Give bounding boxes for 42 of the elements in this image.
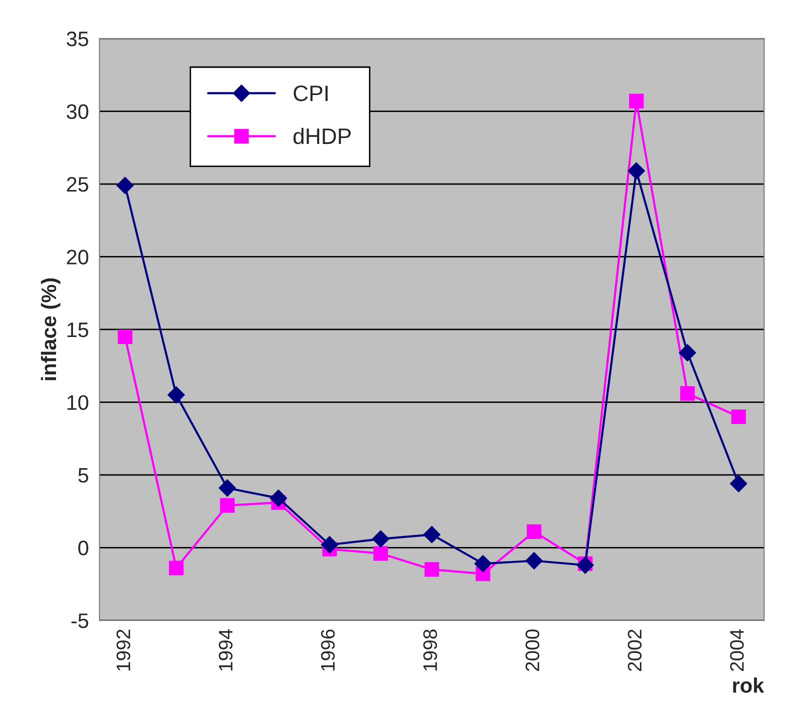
y-tick-label: 25 (66, 177, 88, 192)
point (168, 386, 185, 404)
point (628, 162, 645, 180)
x-tick-label: 2002 (628, 630, 642, 671)
point (629, 94, 644, 108)
y-tick-label: 5 (78, 468, 88, 483)
x-tick-label: 2000 (526, 629, 540, 671)
legend-label: CPI (294, 85, 328, 102)
point (270, 490, 287, 507)
x-axis-title: rok (733, 678, 764, 693)
point (680, 386, 695, 401)
point (321, 536, 338, 554)
y-tick-label: 35 (66, 32, 88, 46)
point (576, 556, 594, 574)
point (526, 552, 543, 570)
point (424, 562, 440, 577)
x-tick-label: 1992 (116, 630, 130, 670)
point (372, 530, 390, 548)
point (218, 479, 236, 497)
point (678, 344, 696, 362)
point (220, 498, 235, 513)
y-tick-label: 30 (66, 104, 88, 120)
point (373, 546, 388, 561)
y-tick-label: 15 (68, 322, 88, 338)
x-tick-label: 1996 (321, 630, 335, 670)
point (118, 329, 132, 344)
y-tick-label: 20 (66, 250, 88, 264)
x-tick-label: 1994 (218, 629, 233, 670)
point (423, 526, 440, 544)
y-tick-label: -5 (71, 614, 88, 628)
x-tick-label: 1998 (423, 630, 438, 670)
point (730, 475, 748, 492)
point (474, 555, 492, 572)
point (526, 524, 542, 539)
point (731, 409, 746, 424)
point (168, 560, 184, 576)
y-tick-label: 10 (68, 395, 88, 410)
y-axis-title: inflace (%) (40, 278, 60, 380)
legend-label: dHDP (294, 128, 351, 144)
x-tick-label: 2004 (730, 629, 744, 671)
y-tick-label: 0 (78, 540, 88, 556)
point (116, 176, 134, 194)
